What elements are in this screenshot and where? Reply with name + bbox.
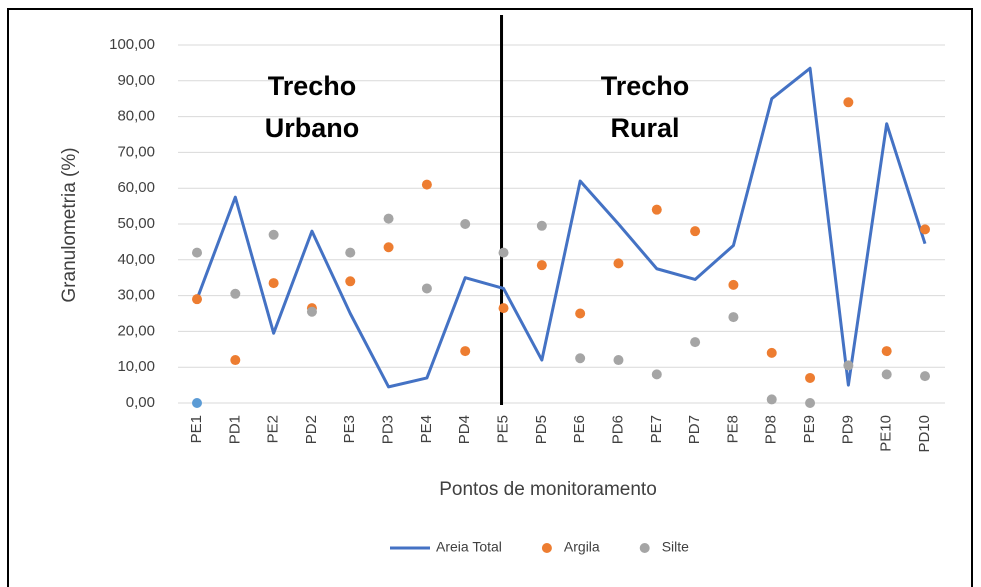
marker — [766, 347, 777, 358]
frame — [7, 8, 973, 587]
y-tick-label: 100,00 — [109, 36, 155, 53]
x-tick-label: PD7 — [686, 415, 703, 444]
marker — [575, 353, 586, 364]
legend-label: Silte — [662, 539, 689, 555]
x-tick-label: PD10 — [916, 415, 933, 453]
marker — [920, 224, 930, 235]
marker — [575, 308, 586, 319]
annotation: Trecho — [268, 71, 357, 101]
marker — [498, 247, 509, 258]
marker — [805, 398, 816, 408]
y-tick-label: 30,00 — [117, 287, 155, 304]
marker — [306, 306, 317, 317]
x-tick-label: PE2 — [265, 415, 282, 443]
marker — [230, 288, 241, 299]
x-tick-label: PD8 — [763, 415, 780, 444]
y-tick-label: 80,00 — [117, 108, 155, 125]
marker — [690, 226, 701, 237]
y-axis-title: Granulometria (%) — [59, 147, 80, 302]
marker — [383, 213, 394, 224]
x-tick-label: PE8 — [724, 415, 741, 443]
x-tick-label: PE1 — [188, 415, 205, 443]
marker — [536, 220, 547, 231]
marker — [268, 278, 279, 289]
annotation: Rural — [610, 113, 679, 143]
x-tick-label: PD2 — [303, 415, 320, 444]
marker — [920, 371, 930, 382]
legend-swatch — [639, 543, 650, 553]
x-tick-label: PD5 — [533, 415, 550, 444]
x-tick-label: PD3 — [380, 415, 397, 444]
line — [195, 66, 927, 389]
marker — [728, 312, 739, 323]
marker — [881, 369, 892, 380]
marker — [383, 242, 394, 253]
marker — [498, 303, 509, 314]
marker — [345, 276, 356, 287]
y-tick-label: 60,00 — [117, 179, 155, 196]
y-tick-label: 0,00 — [126, 394, 155, 411]
y-tick-label: 40,00 — [117, 251, 155, 268]
marker — [421, 179, 432, 190]
y-tick-label: 20,00 — [117, 322, 155, 339]
x-tick-label: PE7 — [648, 415, 665, 443]
marker — [843, 360, 854, 371]
legend-swatch — [541, 543, 552, 553]
y-tick-label: 10,00 — [117, 358, 155, 375]
marker — [690, 337, 701, 348]
legend-label: Argila — [564, 539, 600, 555]
x-tick-label: PD9 — [839, 415, 856, 444]
marker — [268, 229, 279, 240]
x-axis-title: Pontos de monitoramento — [439, 479, 657, 500]
marker — [230, 355, 241, 366]
x-tick-label: PD6 — [609, 415, 626, 444]
y-tick-label: 70,00 — [117, 143, 155, 160]
marker — [728, 279, 739, 290]
marker — [651, 369, 662, 380]
x-tick-label: PE3 — [341, 415, 358, 443]
marker — [805, 372, 816, 383]
marker — [192, 398, 202, 408]
marker — [613, 355, 624, 366]
marker — [460, 346, 471, 357]
x-tick-label: PE5 — [494, 415, 511, 443]
marker — [192, 247, 202, 258]
marker — [421, 283, 432, 294]
marker — [766, 394, 777, 405]
marker — [881, 346, 892, 357]
x-tick-label: PE10 — [878, 415, 895, 452]
marker — [536, 260, 547, 271]
x-tick-label: PE6 — [571, 415, 588, 443]
annotation: Urbano — [265, 113, 360, 143]
marker — [843, 97, 854, 108]
annotation: Trecho — [601, 71, 690, 101]
marker — [345, 247, 356, 258]
marker — [613, 258, 624, 269]
legend-label: Areia Total — [436, 539, 502, 555]
x-tick-label: PE4 — [418, 415, 435, 443]
x-tick-label: PD1 — [226, 415, 243, 444]
y-tick-label: 50,00 — [117, 215, 155, 232]
x-tick-label: PD4 — [456, 415, 473, 444]
x-tick-label: PE9 — [801, 415, 818, 443]
marker — [651, 204, 662, 215]
marker — [192, 294, 202, 305]
marker — [460, 219, 471, 229]
y-tick-label: 90,00 — [117, 72, 155, 89]
